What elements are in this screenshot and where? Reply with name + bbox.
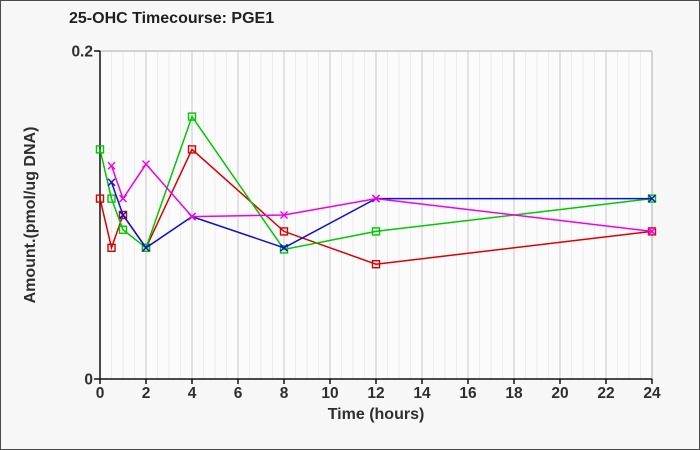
series-red-marker [118,210,128,220]
y-axis-title: Amount.(pmol/ug DNA) [22,126,39,304]
chart-title: 25-OHC Timecourse: PGE1 [69,10,275,27]
x-axis-title: Time (hours) [327,406,425,423]
series-blue-marker [119,211,127,219]
series-green-marker [371,227,381,236]
x-tick-label: 8 [280,385,289,402]
x-tick-label: 12 [367,385,384,402]
series-green-marker [279,245,289,254]
series-red-marker [95,194,105,203]
series-magenta-marker [119,194,127,203]
series-red-line [99,148,653,265]
x-tick-label: 14 [413,385,431,402]
series-blue-marker [107,178,116,187]
series-magenta-marker [188,212,196,221]
series-red-marker [279,227,289,236]
series-green-marker [118,225,128,234]
y-tick-label: 0.2 [71,44,93,61]
x-tick-label: 22 [597,385,614,402]
x-tick-label: 18 [505,385,523,402]
x-tick-label: 20 [551,385,568,402]
x-tick-label: 16 [459,385,477,402]
series-magenta-marker [372,194,380,203]
x-tick-label: 4 [188,385,197,402]
series-red-marker [371,260,381,269]
series-green-line [99,114,653,251]
series-green-marker [107,194,116,203]
series-red-marker [187,145,197,154]
x-tick-label: 0 [96,385,105,402]
series-magenta-marker [648,227,656,236]
x-tick-label: 2 [142,385,151,402]
series-magenta-marker [142,160,150,169]
series-blue-marker [648,194,656,203]
x-tick-label: 6 [234,385,243,402]
x-tick-label: 24 [643,385,661,402]
series-green-marker [187,112,197,121]
x-tick-label: 10 [321,385,338,402]
series-blue-marker [142,243,150,252]
y-tick-label: 0 [84,372,93,389]
series-magenta-marker [107,161,116,170]
series-green-marker [95,145,105,154]
series-magenta-marker [280,211,288,219]
series-blue-marker [280,243,288,252]
series-green-marker [141,243,151,253]
series-red-marker [107,243,116,253]
